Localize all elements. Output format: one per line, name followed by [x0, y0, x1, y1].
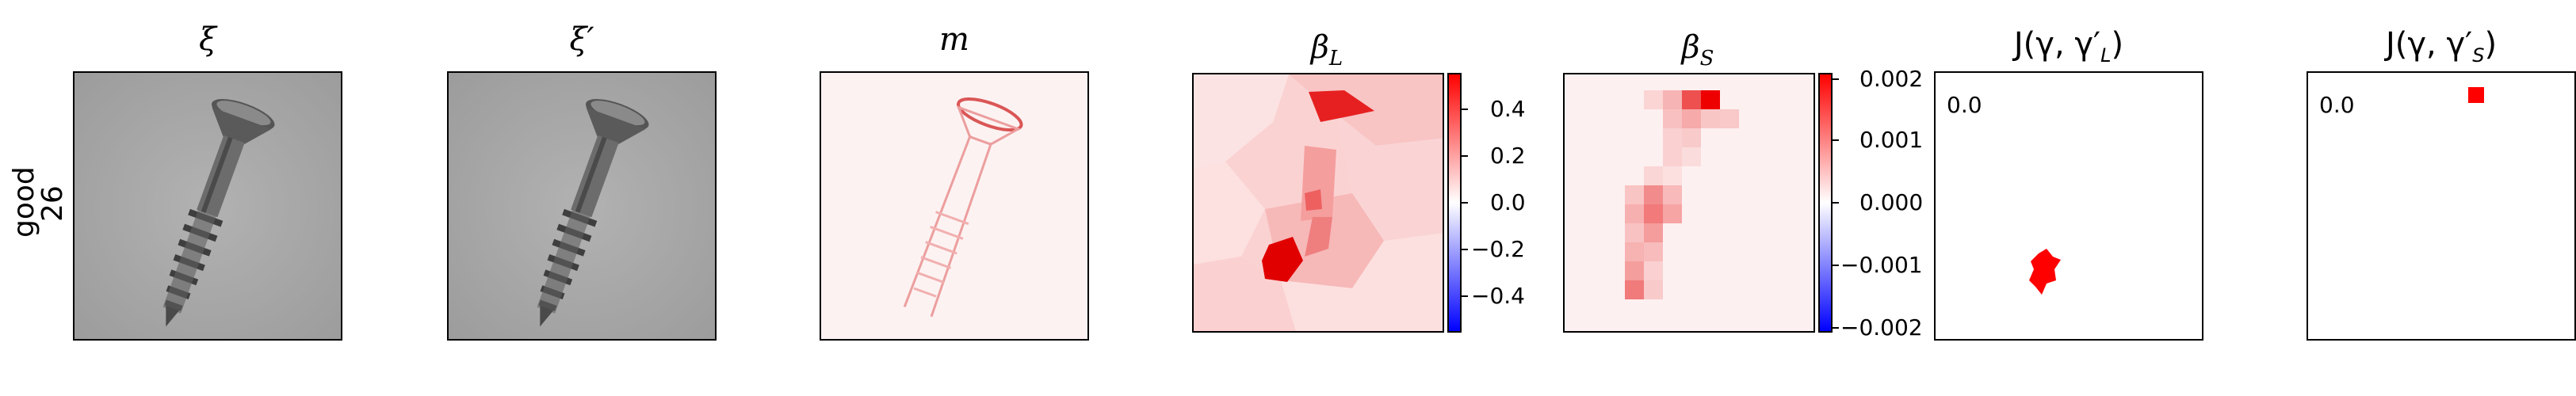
- j-l-value: 0.0: [1947, 92, 1982, 118]
- colorbar-beta-s-tick: 0.001: [1859, 127, 1924, 153]
- colorbar-beta-l-tick: −0.2: [1471, 236, 1525, 262]
- screw-image-perturbed: [449, 73, 715, 339]
- image-mask-m: [820, 71, 1089, 341]
- row-label: good 26: [0, 119, 79, 356]
- beta-l-heatmap: [1194, 74, 1443, 331]
- panel-title-xi: ξ: [198, 21, 217, 58]
- image-j-s: [2307, 71, 2576, 341]
- j-s-value: 0.0: [2319, 92, 2355, 118]
- panel-title-xi-prime: ξ′: [569, 21, 594, 58]
- beta-s-heatmap: [1565, 74, 1814, 331]
- image-xi: [73, 71, 342, 341]
- mask-heatmap: [821, 73, 1087, 339]
- colorbar-beta-s-tick: −0.002: [1840, 314, 1923, 341]
- colorbar-beta-l-tick: −0.4: [1471, 283, 1525, 309]
- row-label-category: good: [8, 166, 40, 238]
- image-xi-prime: [447, 71, 717, 341]
- colorbar-beta-l-tick: 0.0: [1490, 189, 1526, 215]
- colorbar-beta-s: [1818, 73, 1833, 333]
- panel-title-j-s: J(γ, γ′S): [2385, 26, 2498, 67]
- image-beta-s: [1563, 73, 1815, 333]
- panel-title-beta-l: βL: [1310, 29, 1343, 70]
- image-beta-l: [1192, 73, 1444, 333]
- row-label-index: 26: [36, 185, 69, 222]
- colorbar-beta-s-tick: 0.000: [1859, 189, 1924, 215]
- panel-title-m: m: [939, 21, 969, 58]
- panel-title-beta-s: βS: [1681, 29, 1714, 70]
- j-s-mask: [2468, 87, 2484, 103]
- colorbar-beta-l: [1447, 73, 1462, 333]
- colorbar-beta-l-tick: 0.2: [1490, 143, 1526, 169]
- panel-title-j-l: J(γ, γ′L): [2013, 26, 2124, 67]
- colorbar-beta-l-tick: 0.4: [1490, 96, 1526, 122]
- image-j-l: [1934, 71, 2203, 341]
- colorbar-beta-s-tick: −0.001: [1840, 252, 1923, 278]
- screw-image: [75, 73, 341, 339]
- j-l-mask: [2029, 249, 2061, 295]
- colorbar-beta-s-tick: 0.002: [1859, 66, 1924, 92]
